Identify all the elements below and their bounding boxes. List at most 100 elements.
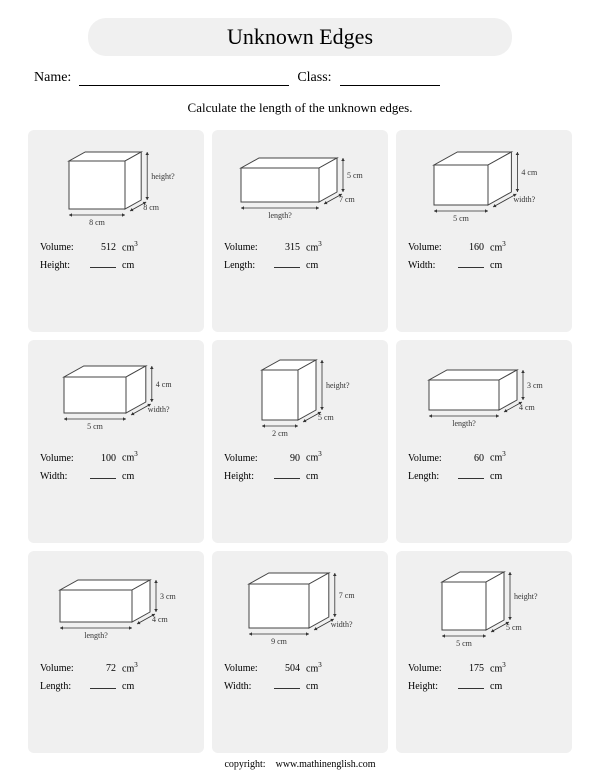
volume-label: Volume: bbox=[40, 660, 84, 678]
volume-unit: cm3 bbox=[306, 238, 322, 257]
problem-cell: height?8 cm8 cm Volume: 512 cm3 Height: … bbox=[28, 130, 204, 332]
volume-label: Volume: bbox=[408, 660, 452, 678]
volume-unit: cm3 bbox=[122, 238, 138, 257]
cuboid-diagram: 5 cm 7 cm length? bbox=[220, 138, 380, 234]
instruction-text: Calculate the length of the unknown edge… bbox=[28, 100, 572, 116]
problem-info: Volume: 175 cm3 Height: cm bbox=[404, 659, 564, 696]
volume-label: Volume: bbox=[408, 239, 452, 257]
dim-unit: cm bbox=[306, 678, 318, 696]
svg-text:width?: width? bbox=[331, 620, 353, 629]
problem-info: Volume: 60 cm3 Length: cm bbox=[404, 448, 564, 485]
unknown-label: Length: bbox=[408, 468, 452, 486]
svg-text:length?: length? bbox=[268, 211, 292, 220]
problem-info: Volume: 72 cm3 Length: cm bbox=[36, 659, 196, 696]
svg-text:2 cm: 2 cm bbox=[272, 429, 289, 438]
answer-blank[interactable] bbox=[274, 679, 300, 689]
cuboid-diagram: 3 cm4 cmlength? bbox=[36, 559, 196, 655]
svg-text:4 cm: 4 cm bbox=[519, 403, 536, 412]
svg-text:length?: length? bbox=[84, 631, 108, 640]
unknown-label: Height: bbox=[224, 468, 268, 486]
dim-unit: cm bbox=[490, 257, 502, 275]
name-blank[interactable] bbox=[79, 70, 289, 86]
header-row: Name: Class: bbox=[28, 70, 572, 86]
volume-unit: cm3 bbox=[122, 659, 138, 678]
answer-blank[interactable] bbox=[90, 258, 116, 268]
svg-text:4 cm: 4 cm bbox=[156, 380, 173, 389]
cuboid-diagram: 3 cm 4 cm length? bbox=[404, 348, 564, 444]
problem-cell: 3 cm4 cmlength? Volume: 72 cm3 Length: c… bbox=[28, 551, 204, 753]
svg-text:9 cm: 9 cm bbox=[271, 637, 288, 646]
unknown-label: Length: bbox=[40, 678, 84, 696]
svg-text:height?: height? bbox=[326, 381, 350, 390]
svg-text:width?: width? bbox=[513, 195, 535, 204]
problem-info: Volume: 160 cm3 Width: cm bbox=[404, 238, 564, 275]
answer-blank[interactable] bbox=[458, 469, 484, 479]
problem-info: Volume: 315 cm3 Length: cm bbox=[220, 238, 380, 275]
answer-blank[interactable] bbox=[274, 258, 300, 268]
unknown-label: Width: bbox=[40, 468, 84, 486]
svg-text:5 cm: 5 cm bbox=[318, 413, 335, 422]
svg-text:7 cm: 7 cm bbox=[339, 591, 356, 600]
volume-unit: cm3 bbox=[306, 659, 322, 678]
answer-blank[interactable] bbox=[90, 469, 116, 479]
answer-blank[interactable] bbox=[274, 469, 300, 479]
cuboid-diagram: height? 5 cm 5 cm bbox=[404, 559, 564, 655]
volume-label: Volume: bbox=[408, 450, 452, 468]
volume-value: 60 bbox=[458, 450, 484, 468]
volume-value: 90 bbox=[274, 450, 300, 468]
answer-blank[interactable] bbox=[90, 679, 116, 689]
volume-value: 175 bbox=[458, 660, 484, 678]
dim-unit: cm bbox=[122, 257, 134, 275]
volume-value: 160 bbox=[458, 239, 484, 257]
class-blank[interactable] bbox=[340, 70, 440, 86]
volume-unit: cm3 bbox=[306, 448, 322, 467]
problem-info: Volume: 512 cm3 Height: cm bbox=[36, 238, 196, 275]
unknown-label: Length: bbox=[224, 257, 268, 275]
dim-unit: cm bbox=[490, 678, 502, 696]
svg-text:8 cm: 8 cm bbox=[143, 203, 160, 212]
answer-blank[interactable] bbox=[458, 679, 484, 689]
worksheet-title: Unknown Edges bbox=[88, 18, 512, 56]
volume-value: 72 bbox=[90, 660, 116, 678]
volume-unit: cm3 bbox=[490, 448, 506, 467]
volume-unit: cm3 bbox=[490, 238, 506, 257]
volume-value: 504 bbox=[274, 660, 300, 678]
problem-cell: height? 5 cm 2 cm Volume: 90 cm3 Height: c… bbox=[212, 340, 388, 542]
svg-text:width?: width? bbox=[148, 405, 170, 414]
svg-text:3 cm: 3 cm bbox=[527, 381, 544, 390]
volume-value: 100 bbox=[90, 450, 116, 468]
problem-cell: 5 cm 7 cm length? Volume: 315 cm3 Length: … bbox=[212, 130, 388, 332]
svg-text:length?: length? bbox=[452, 419, 476, 428]
unknown-label: Height: bbox=[408, 678, 452, 696]
svg-text:5 cm: 5 cm bbox=[506, 623, 523, 632]
class-label: Class: bbox=[297, 70, 331, 86]
svg-text:4 cm: 4 cm bbox=[521, 168, 538, 177]
svg-text:7 cm: 7 cm bbox=[339, 195, 356, 204]
volume-unit: cm3 bbox=[122, 448, 138, 467]
copyright-label: copyright: bbox=[224, 759, 265, 770]
cuboid-diagram: 7 cm width? 9 cm bbox=[220, 559, 380, 655]
problem-cell: 4 cmwidth?5 cm Volume: 100 cm3 Width: cm bbox=[28, 340, 204, 542]
svg-text:height?: height? bbox=[514, 592, 538, 601]
volume-label: Volume: bbox=[40, 239, 84, 257]
dim-unit: cm bbox=[122, 678, 134, 696]
problem-cell: 4 cm width? 5 cm Volume: 160 cm3 Width: cm bbox=[396, 130, 572, 332]
svg-text:4 cm: 4 cm bbox=[152, 615, 169, 624]
svg-text:5 cm: 5 cm bbox=[347, 171, 364, 180]
svg-text:5 cm: 5 cm bbox=[453, 214, 470, 223]
cuboid-diagram: height?8 cm8 cm bbox=[36, 138, 196, 234]
name-label: Name: bbox=[34, 70, 71, 86]
volume-value: 512 bbox=[90, 239, 116, 257]
cuboid-diagram: height? 5 cm 2 cm bbox=[220, 348, 380, 444]
svg-text:5 cm: 5 cm bbox=[456, 639, 473, 648]
volume-label: Volume: bbox=[224, 239, 268, 257]
problem-info: Volume: 90 cm3 Height: cm bbox=[220, 448, 380, 485]
dim-unit: cm bbox=[306, 257, 318, 275]
cuboid-diagram: 4 cm width? 5 cm bbox=[36, 348, 196, 444]
volume-unit: cm3 bbox=[490, 659, 506, 678]
svg-text:5 cm: 5 cm bbox=[87, 422, 104, 431]
svg-text:height?: height? bbox=[151, 172, 175, 181]
problem-cell: 3 cm 4 cm length? Volume: 60 cm3 Length: c… bbox=[396, 340, 572, 542]
answer-blank[interactable] bbox=[458, 258, 484, 268]
dim-unit: cm bbox=[490, 468, 502, 486]
